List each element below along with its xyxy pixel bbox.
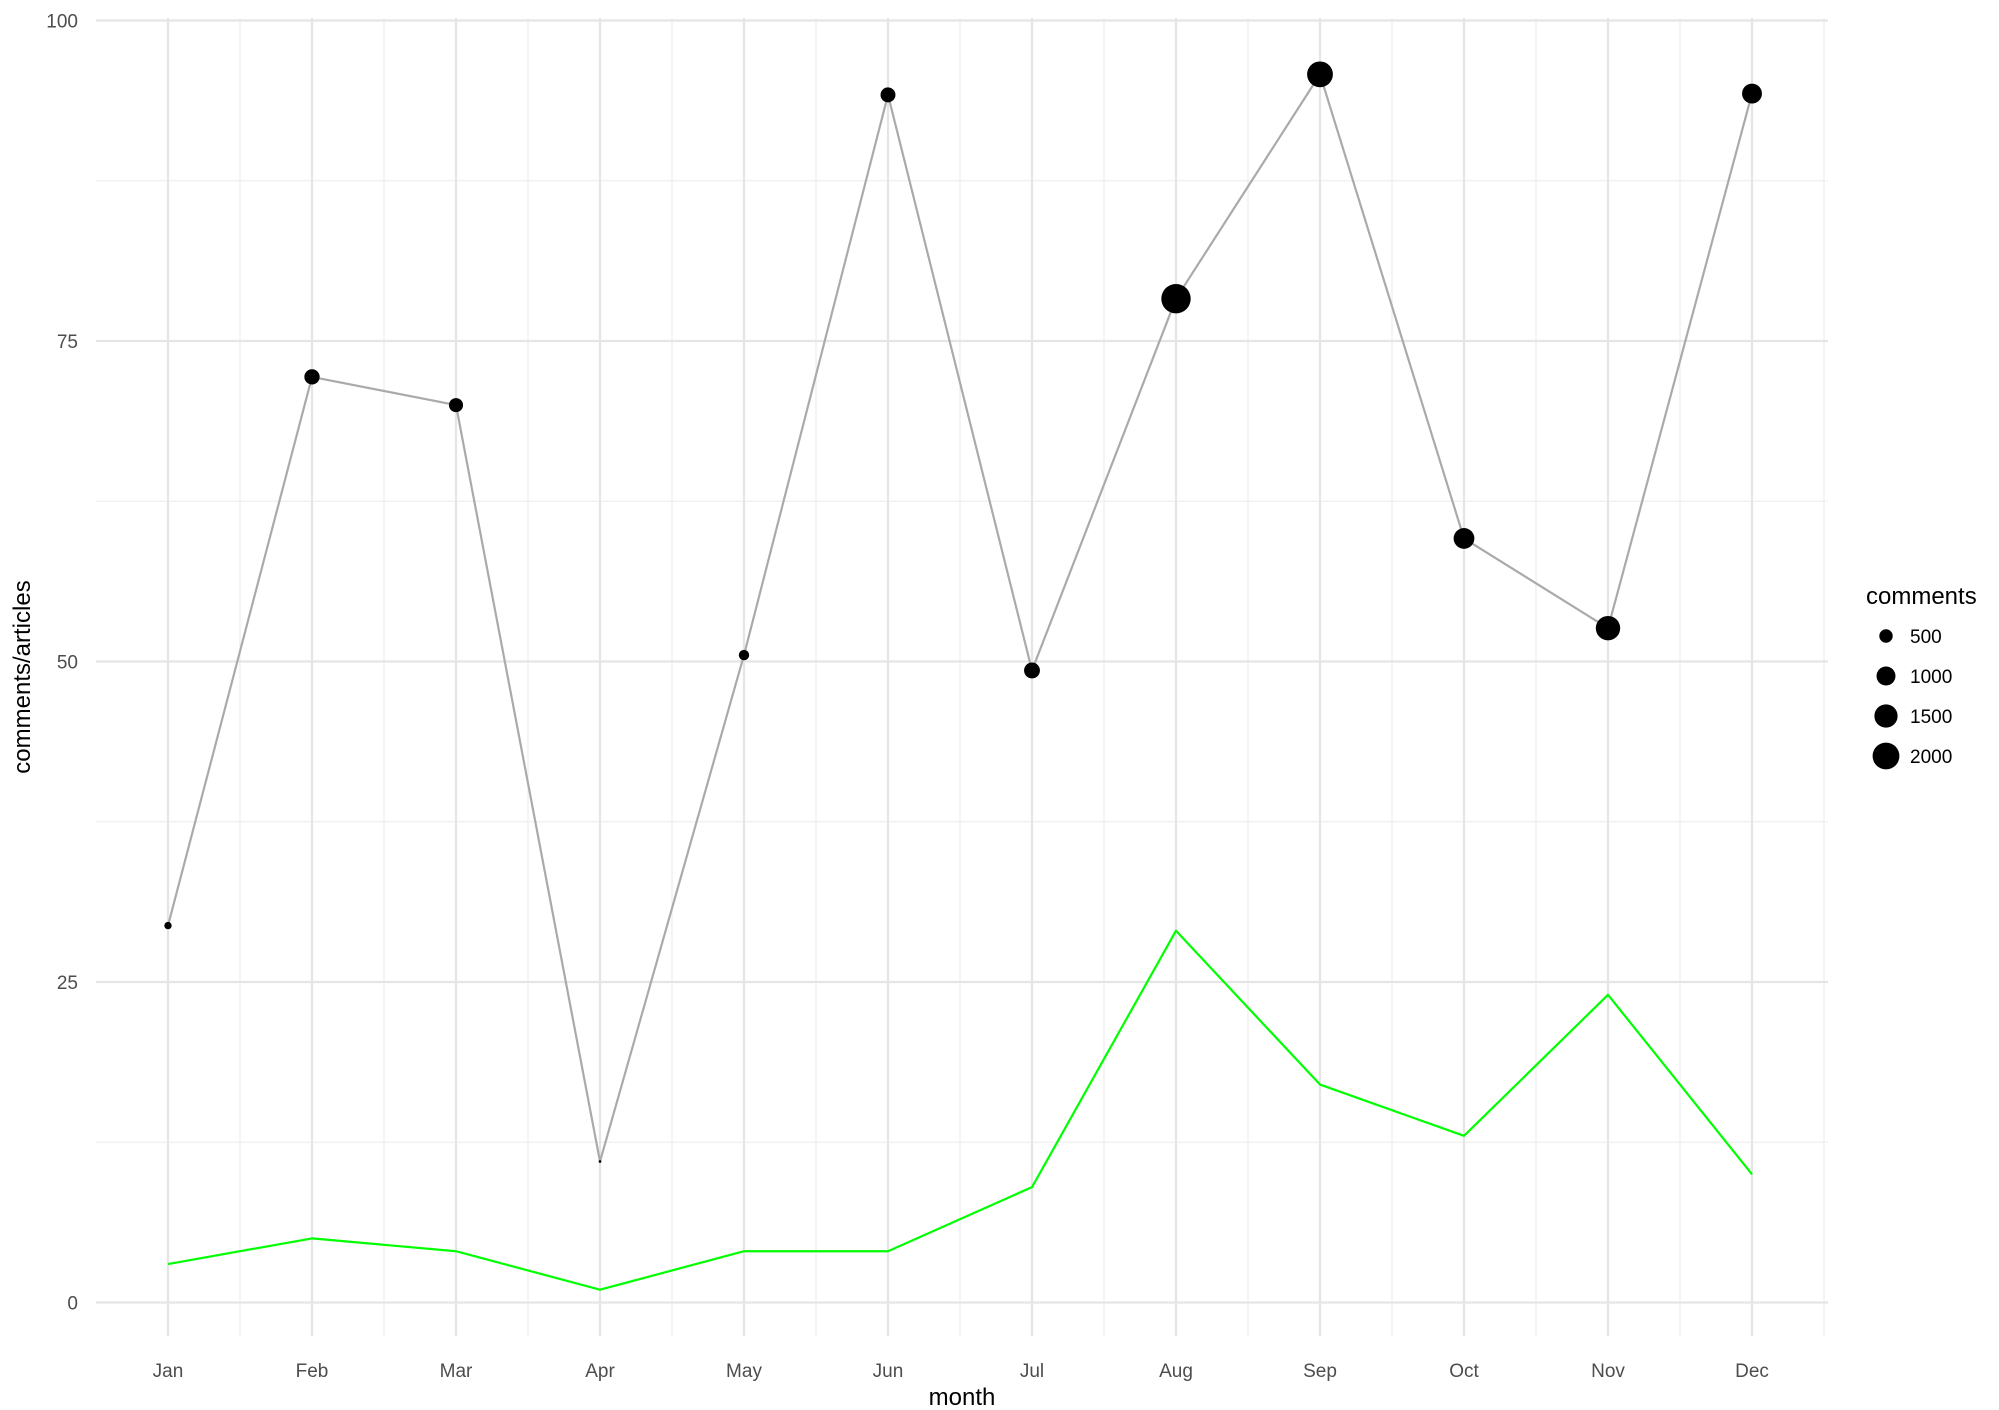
grid: [96, 18, 1828, 1336]
x-tick-label: Oct: [1449, 1361, 1479, 1382]
data-point: [1307, 61, 1333, 88]
data-point: [1453, 528, 1475, 549]
x-tick-label: Apr: [585, 1361, 615, 1382]
data-point: [1024, 662, 1040, 679]
x-axis-ticks: Jan Feb Mar Apr May Jun Jul Aug Sep Oct Nov Dec: [153, 1361, 1769, 1382]
x-tick-label: Mar: [440, 1361, 473, 1382]
legend-key: [1872, 742, 1900, 770]
x-tick-label: Sep: [1303, 1361, 1337, 1382]
y-tick-label: 50: [57, 653, 78, 674]
legend-label: 500: [1910, 627, 1942, 648]
legend-label: 2000: [1910, 747, 1952, 768]
x-tick-label: Jul: [1020, 1361, 1044, 1382]
bubble-points: [164, 61, 1762, 1163]
legend-key: [1879, 629, 1893, 643]
legend-key: [1876, 666, 1896, 686]
legend-title: comments: [1866, 583, 1977, 610]
legend-label: 1500: [1910, 707, 1952, 728]
data-point: [1595, 615, 1621, 641]
x-tick-label: Jan: [153, 1361, 184, 1382]
x-tick-label: Nov: [1591, 1361, 1625, 1382]
legend-label: 1000: [1910, 667, 1952, 688]
data-point: [1161, 283, 1191, 314]
x-tick-label: Jun: [873, 1361, 904, 1382]
y-tick-label: 0: [67, 1294, 78, 1315]
y-axis-title: comments/articles: [9, 580, 36, 773]
y-tick-label: 25: [57, 973, 78, 994]
y-tick-label: 100: [46, 12, 78, 33]
data-point: [738, 649, 750, 661]
series-line-2: [167, 929, 1753, 1291]
data-point: [880, 87, 896, 103]
size-legend: comments 500 1000 1500 2000: [1866, 583, 1977, 770]
data-point: [1742, 83, 1762, 104]
x-tick-label: Feb: [296, 1361, 329, 1382]
y-axis-ticks: 0 25 50 75 100: [46, 12, 78, 1315]
y-tick-label: 75: [57, 332, 78, 353]
x-tick-label: Aug: [1159, 1361, 1193, 1382]
series-lines: [166, 73, 1754, 1291]
data-point: [598, 1160, 602, 1163]
series-line-1: [166, 73, 1754, 1163]
data-point: [304, 369, 320, 385]
legend-key: [1874, 704, 1898, 728]
x-tick-label: Dec: [1735, 1361, 1769, 1382]
x-axis-title: month: [929, 1384, 996, 1410]
data-point: [448, 398, 464, 413]
x-tick-label: May: [726, 1361, 762, 1382]
data-point: [164, 921, 172, 930]
